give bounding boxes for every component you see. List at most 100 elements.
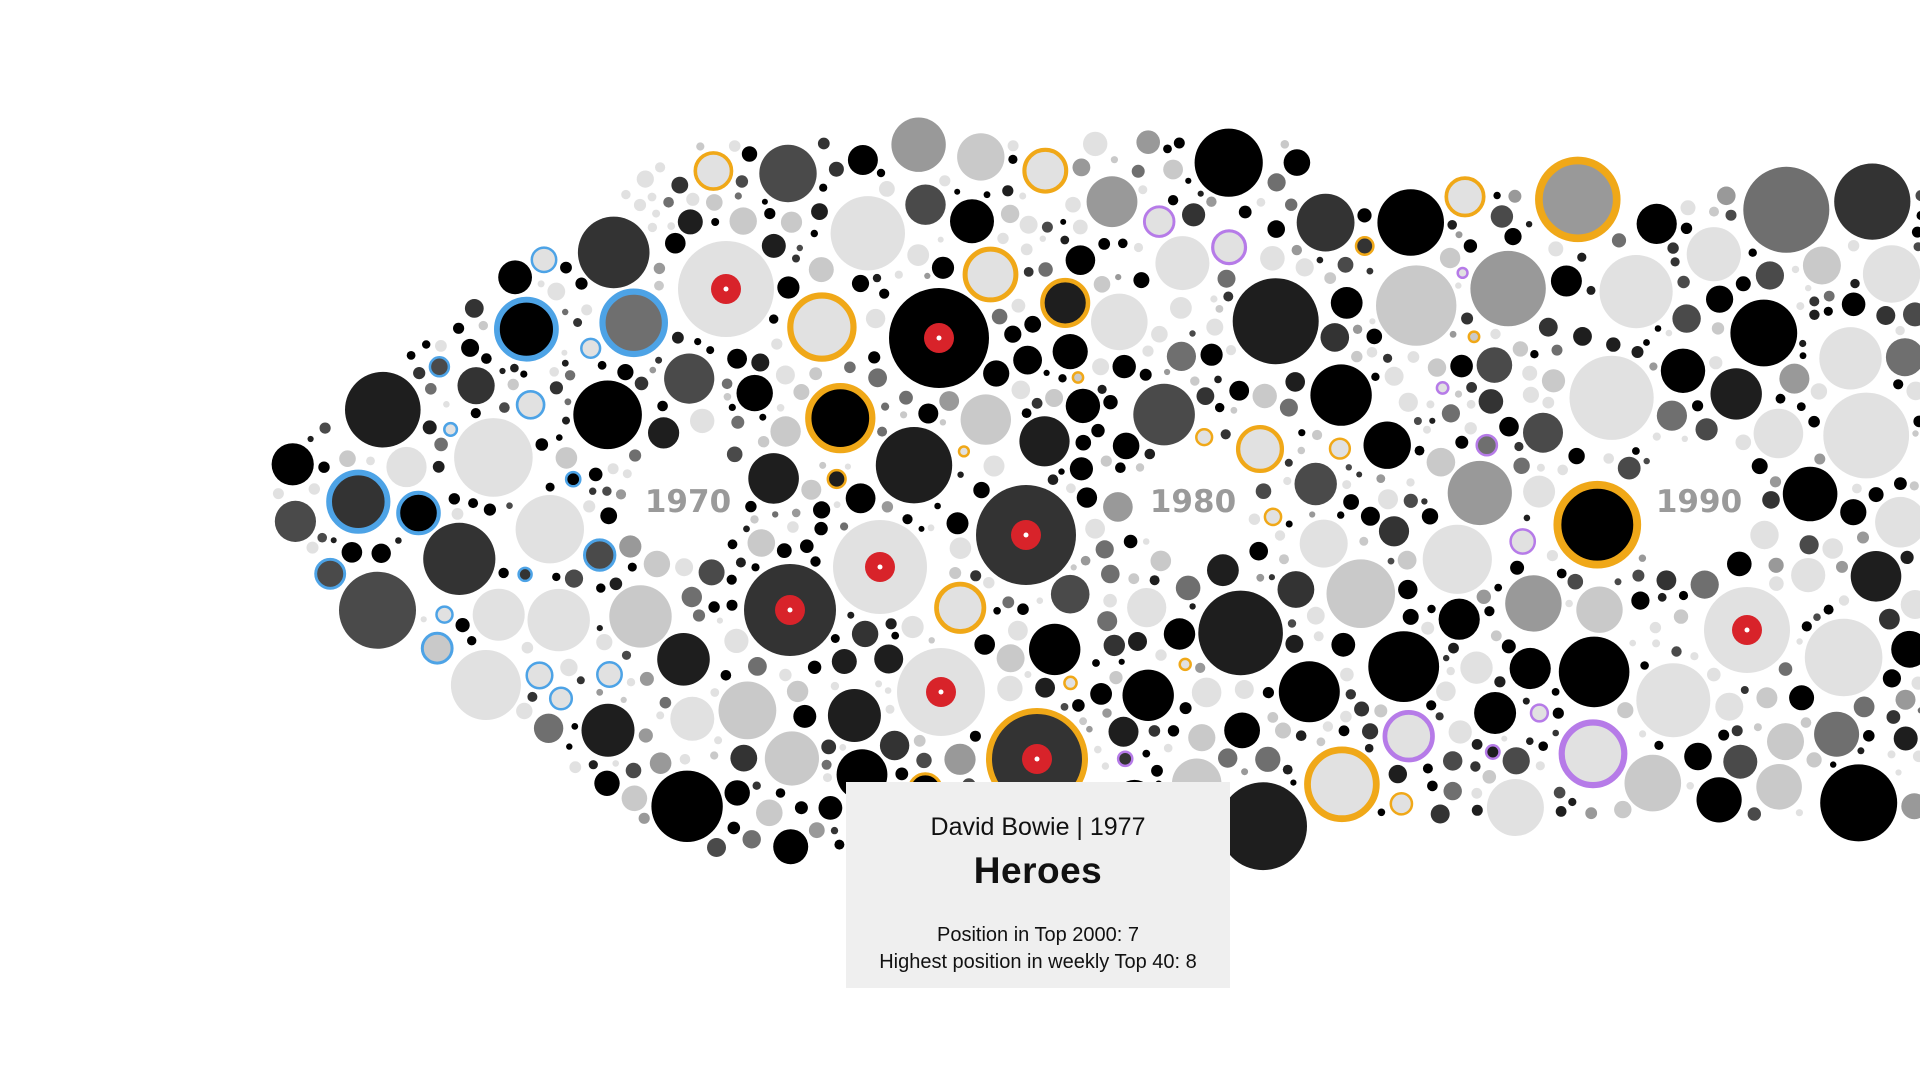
song-bubble bbox=[663, 197, 674, 208]
song-bubble bbox=[1735, 434, 1752, 451]
song-bubble bbox=[1819, 327, 1882, 390]
song-bubble bbox=[1139, 368, 1152, 381]
song-bubble bbox=[868, 351, 881, 364]
song-bubble bbox=[1144, 448, 1156, 460]
song-bubble bbox=[1377, 189, 1444, 256]
song-bubble bbox=[851, 274, 870, 293]
song-bubble bbox=[708, 601, 720, 613]
song-bubble bbox=[1611, 233, 1627, 248]
song-bubble bbox=[1210, 295, 1218, 303]
song-bubble bbox=[757, 436, 770, 448]
song-bubble bbox=[1782, 466, 1838, 522]
song-bubble bbox=[706, 346, 715, 355]
song-bubble bbox=[1499, 416, 1519, 437]
song-bubble bbox=[771, 338, 783, 350]
song-bubble bbox=[622, 469, 632, 479]
song-bubble bbox=[1508, 189, 1522, 203]
song-bubble bbox=[1128, 573, 1140, 585]
song-bubble bbox=[1667, 242, 1679, 254]
song-bubble bbox=[900, 411, 908, 419]
song-bubble bbox=[821, 739, 837, 755]
song-bubble bbox=[1019, 416, 1070, 467]
song-bubble bbox=[1167, 725, 1180, 737]
song-bubble bbox=[875, 427, 953, 504]
song-bubble bbox=[1606, 337, 1621, 352]
song-bubble bbox=[1900, 550, 1914, 565]
song-bubble bbox=[1863, 730, 1875, 742]
song-bubble bbox=[1568, 797, 1577, 807]
song-bubble bbox=[443, 401, 450, 408]
tooltip-artist-year: David Bowie | 1977 bbox=[930, 813, 1146, 841]
song-bubble bbox=[1586, 285, 1596, 295]
song-bubble bbox=[1378, 516, 1410, 547]
song-bubble bbox=[954, 188, 961, 195]
song-bubble bbox=[735, 175, 749, 188]
song-tooltip: David Bowie | 1977 Heroes Position in To… bbox=[846, 782, 1230, 988]
song-bubble bbox=[996, 644, 1025, 673]
song-bubble bbox=[599, 288, 669, 358]
song-bubble bbox=[1709, 356, 1723, 370]
song-bubble bbox=[453, 322, 465, 334]
song-bubble bbox=[1802, 246, 1841, 285]
song-bubble bbox=[957, 471, 964, 478]
song-bubble bbox=[420, 616, 427, 623]
song-bubble bbox=[1195, 662, 1206, 674]
song-bubble bbox=[801, 479, 822, 500]
song-bubble bbox=[617, 364, 634, 381]
song-bubble bbox=[1133, 272, 1150, 289]
song-bubble bbox=[596, 625, 603, 632]
song-bubble bbox=[1643, 339, 1650, 346]
song-bubble bbox=[810, 229, 818, 238]
song-bubble bbox=[1248, 513, 1261, 525]
song-bubble bbox=[1862, 245, 1920, 303]
song-bubble bbox=[494, 296, 559, 362]
song-bubble bbox=[679, 754, 691, 765]
song-bubble bbox=[1065, 196, 1081, 213]
song-bubble bbox=[609, 585, 672, 648]
song-bubble bbox=[1182, 203, 1206, 227]
song-bubble bbox=[1267, 220, 1285, 238]
song-bubble bbox=[1617, 456, 1641, 480]
song-bubble bbox=[1525, 221, 1533, 228]
song-bubble bbox=[1093, 276, 1111, 293]
song-bubble bbox=[847, 145, 878, 175]
song-bubble bbox=[1252, 383, 1277, 409]
song-bubble bbox=[535, 438, 549, 451]
song-bubble bbox=[1065, 245, 1096, 275]
song-bubble bbox=[916, 752, 932, 769]
song-bubble bbox=[1840, 499, 1867, 526]
song-bubble bbox=[670, 696, 715, 741]
song-bubble bbox=[633, 198, 647, 212]
song-bubble bbox=[1291, 244, 1303, 256]
song-bubble bbox=[1799, 352, 1807, 360]
song-bubble bbox=[1206, 196, 1217, 207]
song-bubble bbox=[1514, 441, 1524, 452]
song-bubble bbox=[777, 276, 800, 299]
song-bubble bbox=[1913, 242, 1920, 252]
song-bubble bbox=[1340, 710, 1352, 723]
song-bubble bbox=[1007, 140, 1019, 152]
song-bubble bbox=[1011, 298, 1026, 313]
song-bubble bbox=[1150, 550, 1172, 572]
song-bubble bbox=[881, 501, 894, 513]
song-bubble bbox=[776, 404, 785, 412]
song-bubble bbox=[423, 522, 496, 596]
song-bubble bbox=[1163, 159, 1183, 180]
song-bubble bbox=[1112, 432, 1140, 460]
song-bubble bbox=[1673, 609, 1689, 624]
song-bubble bbox=[1058, 374, 1067, 383]
song-bubble bbox=[314, 557, 347, 590]
song-bubble bbox=[833, 501, 841, 509]
song-bubble bbox=[1471, 739, 1483, 750]
song-bubble bbox=[1857, 747, 1865, 755]
song-bubble bbox=[1857, 531, 1869, 544]
song-bubble bbox=[1455, 282, 1462, 289]
song-bubble bbox=[1262, 687, 1274, 699]
song-bubble bbox=[1474, 692, 1517, 734]
song-bubble bbox=[1799, 535, 1819, 555]
song-bubble bbox=[1097, 611, 1118, 632]
song-bubble bbox=[306, 541, 319, 554]
song-bubble bbox=[1614, 800, 1632, 819]
song-bubble bbox=[307, 435, 314, 443]
song-bubble bbox=[1893, 726, 1918, 751]
